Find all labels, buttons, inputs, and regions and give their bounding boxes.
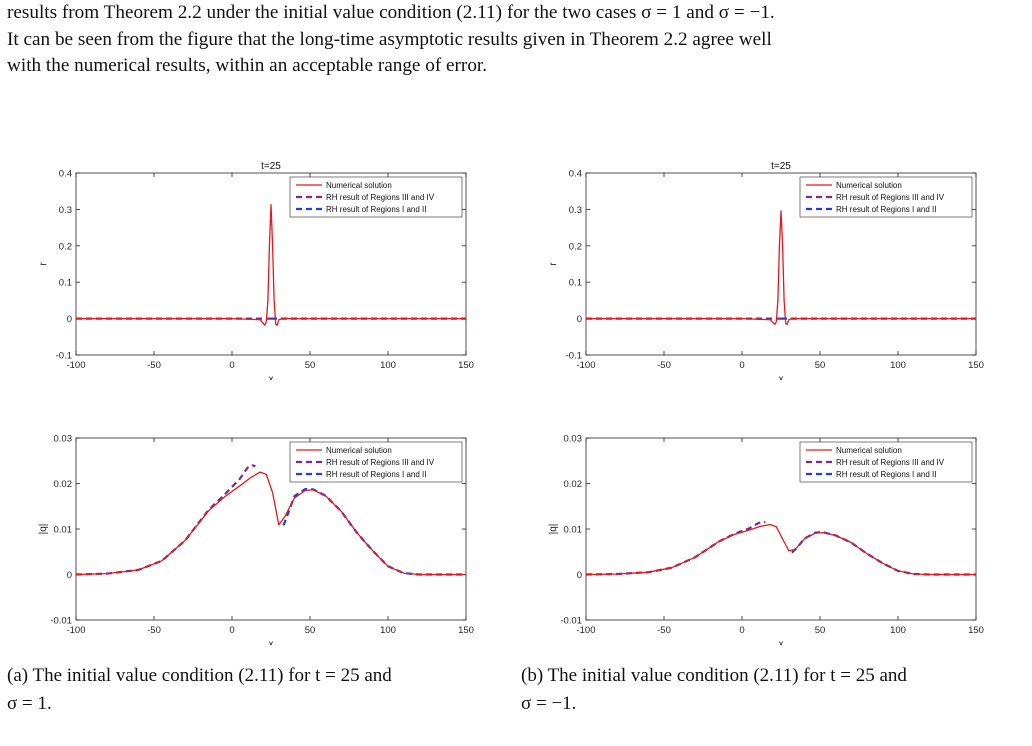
x-axis-label: x bbox=[269, 639, 274, 645]
series-numerical bbox=[76, 471, 466, 576]
x-tick-label: 0 bbox=[739, 625, 744, 636]
legend-label-numerical: Numerical solution bbox=[326, 446, 392, 455]
legend: Numerical solution RH result of Regions I… bbox=[799, 441, 973, 483]
x-tick-label: 0 bbox=[229, 625, 234, 636]
y-tick-label: 0 bbox=[67, 570, 72, 581]
y-axis-label: r bbox=[38, 262, 49, 266]
y-tick-label: 0.03 bbox=[54, 434, 73, 445]
y-tick-label: 0.03 bbox=[564, 434, 583, 445]
chart-b-top: -100 -50 0 50 100 150 -0.1 0 0.1 0.2 0.3 0.4 t=25 x r N… bbox=[548, 161, 984, 380]
y-tick-label: -0.01 bbox=[560, 616, 582, 627]
caption-a-line-1: (a) The initial value condition (2.11) f… bbox=[7, 665, 392, 686]
body-paragraph: results from Theorem 2.2 under the initi… bbox=[7, 0, 1027, 80]
x-tick-label: 150 bbox=[458, 625, 474, 636]
legend-label-numerical: Numerical solution bbox=[836, 446, 902, 455]
figure-a-top: -100 -50 0 50 100 150 -0.1 0 0.1 0.2 0.3 0.4 t=25 x r N… bbox=[20, 155, 490, 380]
series-numerical bbox=[586, 523, 976, 576]
x-axis-label: x bbox=[779, 639, 784, 645]
y-tick-label: 0.01 bbox=[564, 525, 583, 536]
x-tick-label: 50 bbox=[305, 360, 316, 371]
x-tick-label: -100 bbox=[66, 360, 85, 371]
y-tick-label: 0.01 bbox=[54, 525, 73, 536]
y-tick-label: 0.1 bbox=[59, 278, 72, 289]
legend-label-rh-12: RH result of Regions I and II bbox=[836, 205, 937, 214]
x-tick-label: -50 bbox=[657, 625, 671, 636]
y-tick-label: 0 bbox=[577, 314, 582, 325]
chart-a-bottom: -100 -50 0 50 100 150 -0.01 0 0.01 0.02 0.03 x |q| Nu… bbox=[38, 434, 474, 646]
paragraph-line-2: It can be seen from the figure that the … bbox=[7, 28, 772, 50]
y-tick-label: 0.4 bbox=[569, 169, 582, 180]
x-axis-label: x bbox=[779, 374, 784, 380]
x-tick-label: 100 bbox=[380, 625, 396, 636]
x-tick-label: 50 bbox=[815, 625, 826, 636]
series-numerical bbox=[586, 210, 976, 326]
legend: Numerical solution RH result of Regions I… bbox=[289, 441, 463, 483]
x-tick-label: 50 bbox=[815, 360, 826, 371]
x-axis-label: x bbox=[269, 374, 274, 380]
x-tick-label: 100 bbox=[890, 360, 906, 371]
x-tick-label: 50 bbox=[305, 625, 316, 636]
y-tick-label: 0.3 bbox=[59, 205, 72, 216]
x-tick-label: 100 bbox=[380, 360, 396, 371]
legend-label-rh-34: RH result of Regions III and IV bbox=[836, 458, 945, 467]
legend-label-rh-12: RH result of Regions I and II bbox=[326, 205, 427, 214]
x-tick-label: 100 bbox=[890, 625, 906, 636]
x-tick-label: -100 bbox=[576, 625, 595, 636]
y-tick-label: 0.1 bbox=[569, 278, 582, 289]
x-tick-label: 150 bbox=[968, 625, 984, 636]
legend: Numerical solution RH result of Regions I… bbox=[799, 176, 973, 218]
x-tick-label: -50 bbox=[147, 360, 161, 371]
y-tick-label: -0.1 bbox=[566, 351, 582, 362]
caption-a-line-2: σ = 1. bbox=[7, 693, 52, 714]
x-tick-label: -100 bbox=[66, 625, 85, 636]
x-tick-label: 0 bbox=[229, 360, 234, 371]
figure-a-bottom: -100 -50 0 50 100 150 -0.01 0 0.01 0.02 0.03 x |q| Nu… bbox=[20, 420, 490, 646]
y-axis-label: r bbox=[548, 262, 559, 266]
chart-a-top: -100 -50 0 50 100 150 -0.1 0 0.1 0.2 0.3 0.4 t=25 x r N… bbox=[38, 161, 474, 380]
paragraph-line-3: with the numerical results, within an ac… bbox=[7, 55, 488, 76]
x-tick-label: -100 bbox=[576, 360, 595, 371]
y-tick-label: 0.3 bbox=[569, 205, 582, 216]
legend-label-rh-12: RH result of Regions I and II bbox=[836, 470, 937, 479]
legend-label-rh-12: RH result of Regions I and II bbox=[326, 470, 427, 479]
y-tick-label: 0.02 bbox=[564, 479, 583, 490]
y-tick-label: -0.1 bbox=[56, 351, 72, 362]
y-axis-label: |q| bbox=[548, 524, 559, 535]
caption-a: (a) The initial value condition (2.11) f… bbox=[7, 662, 519, 718]
paragraph-line-1: results from Theorem 2.2 under the initi… bbox=[7, 2, 775, 23]
y-tick-label: 0 bbox=[577, 570, 582, 581]
x-tick-label: 150 bbox=[458, 360, 474, 371]
y-tick-label: 0.2 bbox=[569, 241, 582, 252]
y-tick-label: 0 bbox=[67, 314, 72, 325]
series-numerical bbox=[76, 204, 466, 326]
x-tick-label: -50 bbox=[657, 360, 671, 371]
legend-label-numerical: Numerical solution bbox=[836, 181, 902, 190]
x-tick-label: 0 bbox=[739, 360, 744, 371]
caption-b-line-2: σ = −1. bbox=[521, 693, 577, 714]
y-axis-label: |q| bbox=[38, 524, 49, 535]
x-tick-label: -50 bbox=[147, 625, 161, 636]
legend: Numerical solution RH result of Regions I… bbox=[289, 176, 463, 218]
legend-label-rh-34: RH result of Regions III and IV bbox=[326, 458, 435, 467]
figure-b-top: -100 -50 0 50 100 150 -0.1 0 0.1 0.2 0.3 0.4 t=25 x r N… bbox=[530, 155, 1000, 380]
legend-label-rh-34: RH result of Regions III and IV bbox=[836, 193, 945, 202]
y-tick-label: 0.4 bbox=[59, 169, 72, 180]
chart-title: t=25 bbox=[261, 161, 281, 172]
legend-label-numerical: Numerical solution bbox=[326, 181, 392, 190]
caption-b-line-1: (b) The initial value condition (2.11) f… bbox=[521, 665, 907, 686]
caption-b: (b) The initial value condition (2.11) f… bbox=[521, 662, 1026, 718]
y-tick-label: 0.02 bbox=[54, 479, 73, 490]
x-tick-label: 150 bbox=[968, 360, 984, 371]
chart-b-bottom: -100 -50 0 50 100 150 -0.01 0 0.01 0.02 0.03 x |q| Nu… bbox=[548, 434, 984, 646]
figure-b-bottom: -100 -50 0 50 100 150 -0.01 0 0.01 0.02 0.03 x |q| Nu… bbox=[530, 420, 1000, 646]
legend-label-rh-34: RH result of Regions III and IV bbox=[326, 193, 435, 202]
y-tick-label: -0.01 bbox=[50, 616, 72, 627]
y-tick-label: 0.2 bbox=[59, 241, 72, 252]
chart-title: t=25 bbox=[771, 161, 791, 172]
